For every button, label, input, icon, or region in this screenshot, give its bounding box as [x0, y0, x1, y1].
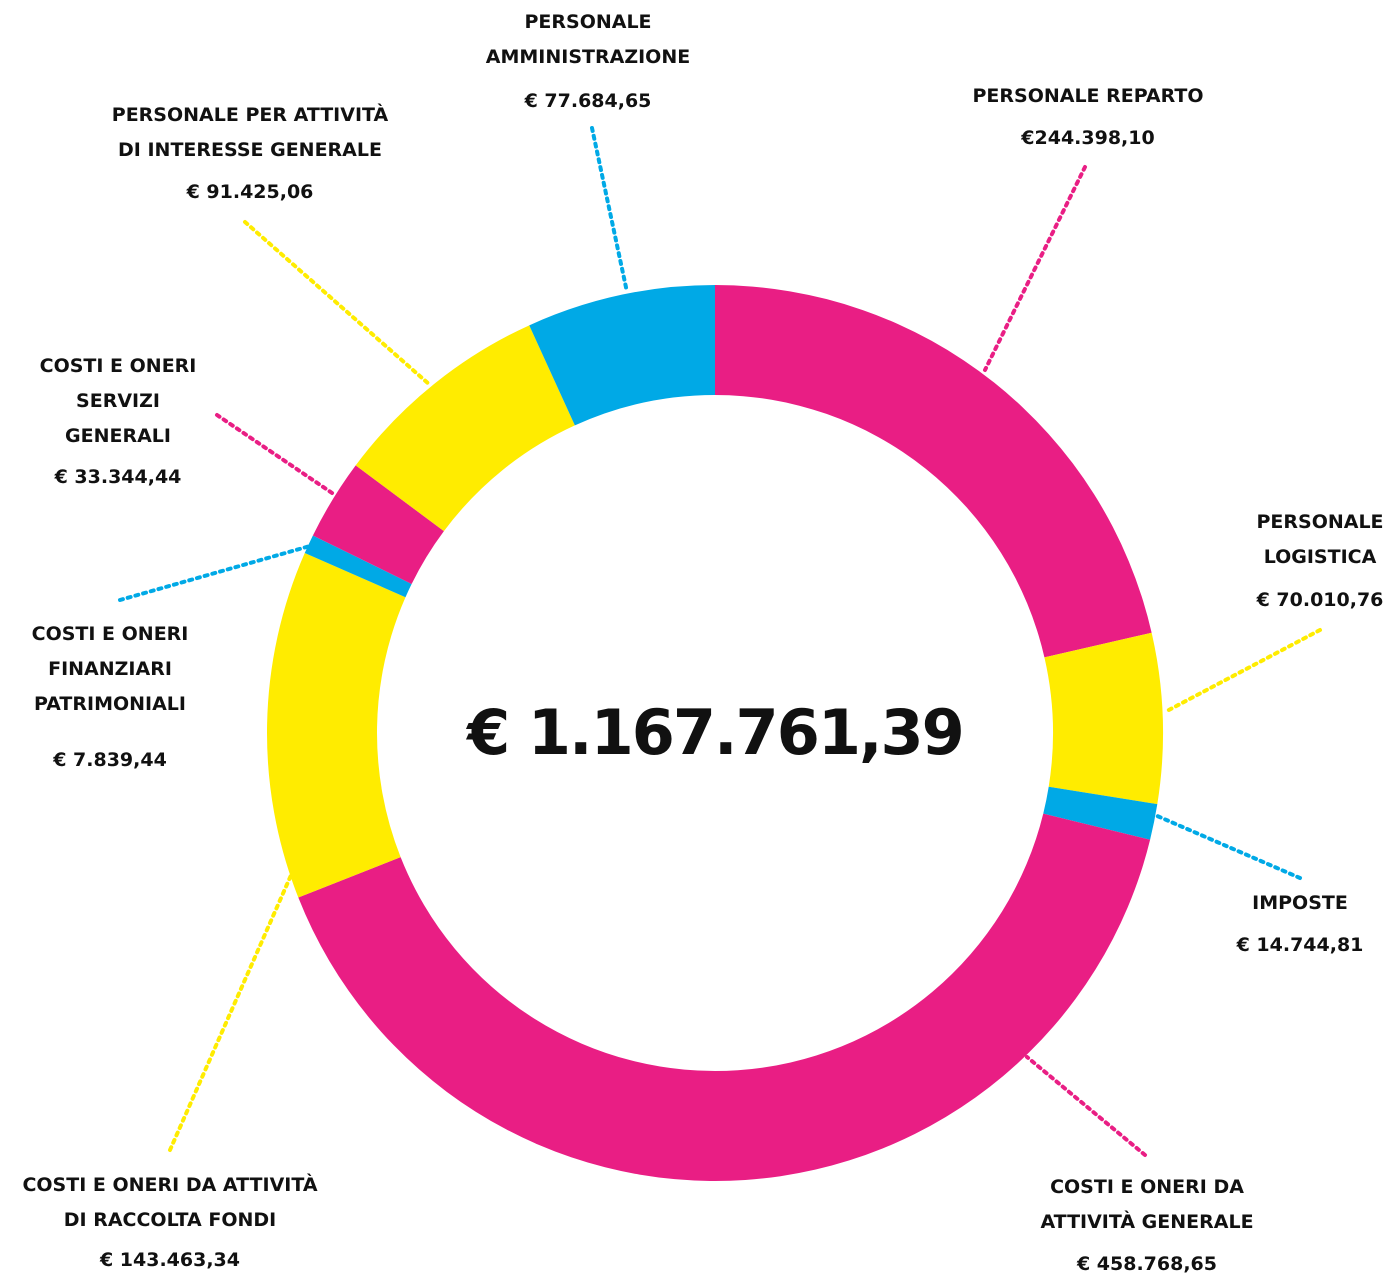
leader-line [215, 413, 337, 497]
value-label: € 33.344,44 [54, 466, 182, 488]
donut-segment [267, 553, 406, 898]
slice-label: COSTI E ONERI SERVIZI GENERALI [39, 355, 197, 447]
leader-line [168, 871, 294, 1152]
slice-label: PERSONALE REPARTO [972, 85, 1204, 107]
slice-label: PERSONALE PER ATTIVITÀ DI INTERESSE GENE… [111, 104, 389, 161]
value-label: € 91.425,06 [186, 181, 314, 203]
leader-line [118, 544, 312, 602]
value-label: €244.398,10 [1021, 127, 1155, 149]
donut-segment [1044, 632, 1164, 805]
slice-label: COSTI E ONERI DA ATTIVITÀ DI RACCOLTA FO… [22, 1174, 318, 1231]
value-label: € 77.684,65 [524, 90, 652, 112]
donut-segment [312, 465, 444, 584]
value-label: € 458.768,65 [1076, 1253, 1218, 1275]
donut-segment [355, 325, 575, 532]
leader-line [243, 220, 432, 387]
slice-label: PERSONALE LOGISTICA [1256, 511, 1384, 568]
center-total: € 1.167.761,39 [467, 696, 965, 769]
leader-line [983, 165, 1087, 372]
value-label: € 14.744,81 [1236, 934, 1364, 956]
donut-segment [715, 285, 1152, 658]
leader-line [1153, 813, 1302, 880]
slice-label: IMPOSTE [1252, 892, 1348, 914]
slice-label: PERSONALE AMMINISTRAZIONE [485, 11, 691, 68]
value-label: € 70.010,76 [1256, 589, 1384, 611]
slice-label: COSTI E ONERI DA ATTIVITÀ GENERALE [1040, 1176, 1254, 1233]
leader-line [1163, 628, 1322, 714]
leader-line [590, 126, 629, 294]
slice-label: COSTI E ONERI FINANZIARI PATRIMONIALI [31, 623, 189, 715]
donut-segment [298, 813, 1151, 1182]
leader-line [1025, 1055, 1147, 1157]
donut-segment [1043, 786, 1158, 840]
donut-segment [529, 285, 715, 426]
value-label: € 143.463,34 [99, 1249, 241, 1271]
value-label: € 7.839,44 [53, 749, 167, 771]
donut-segment [304, 535, 412, 598]
